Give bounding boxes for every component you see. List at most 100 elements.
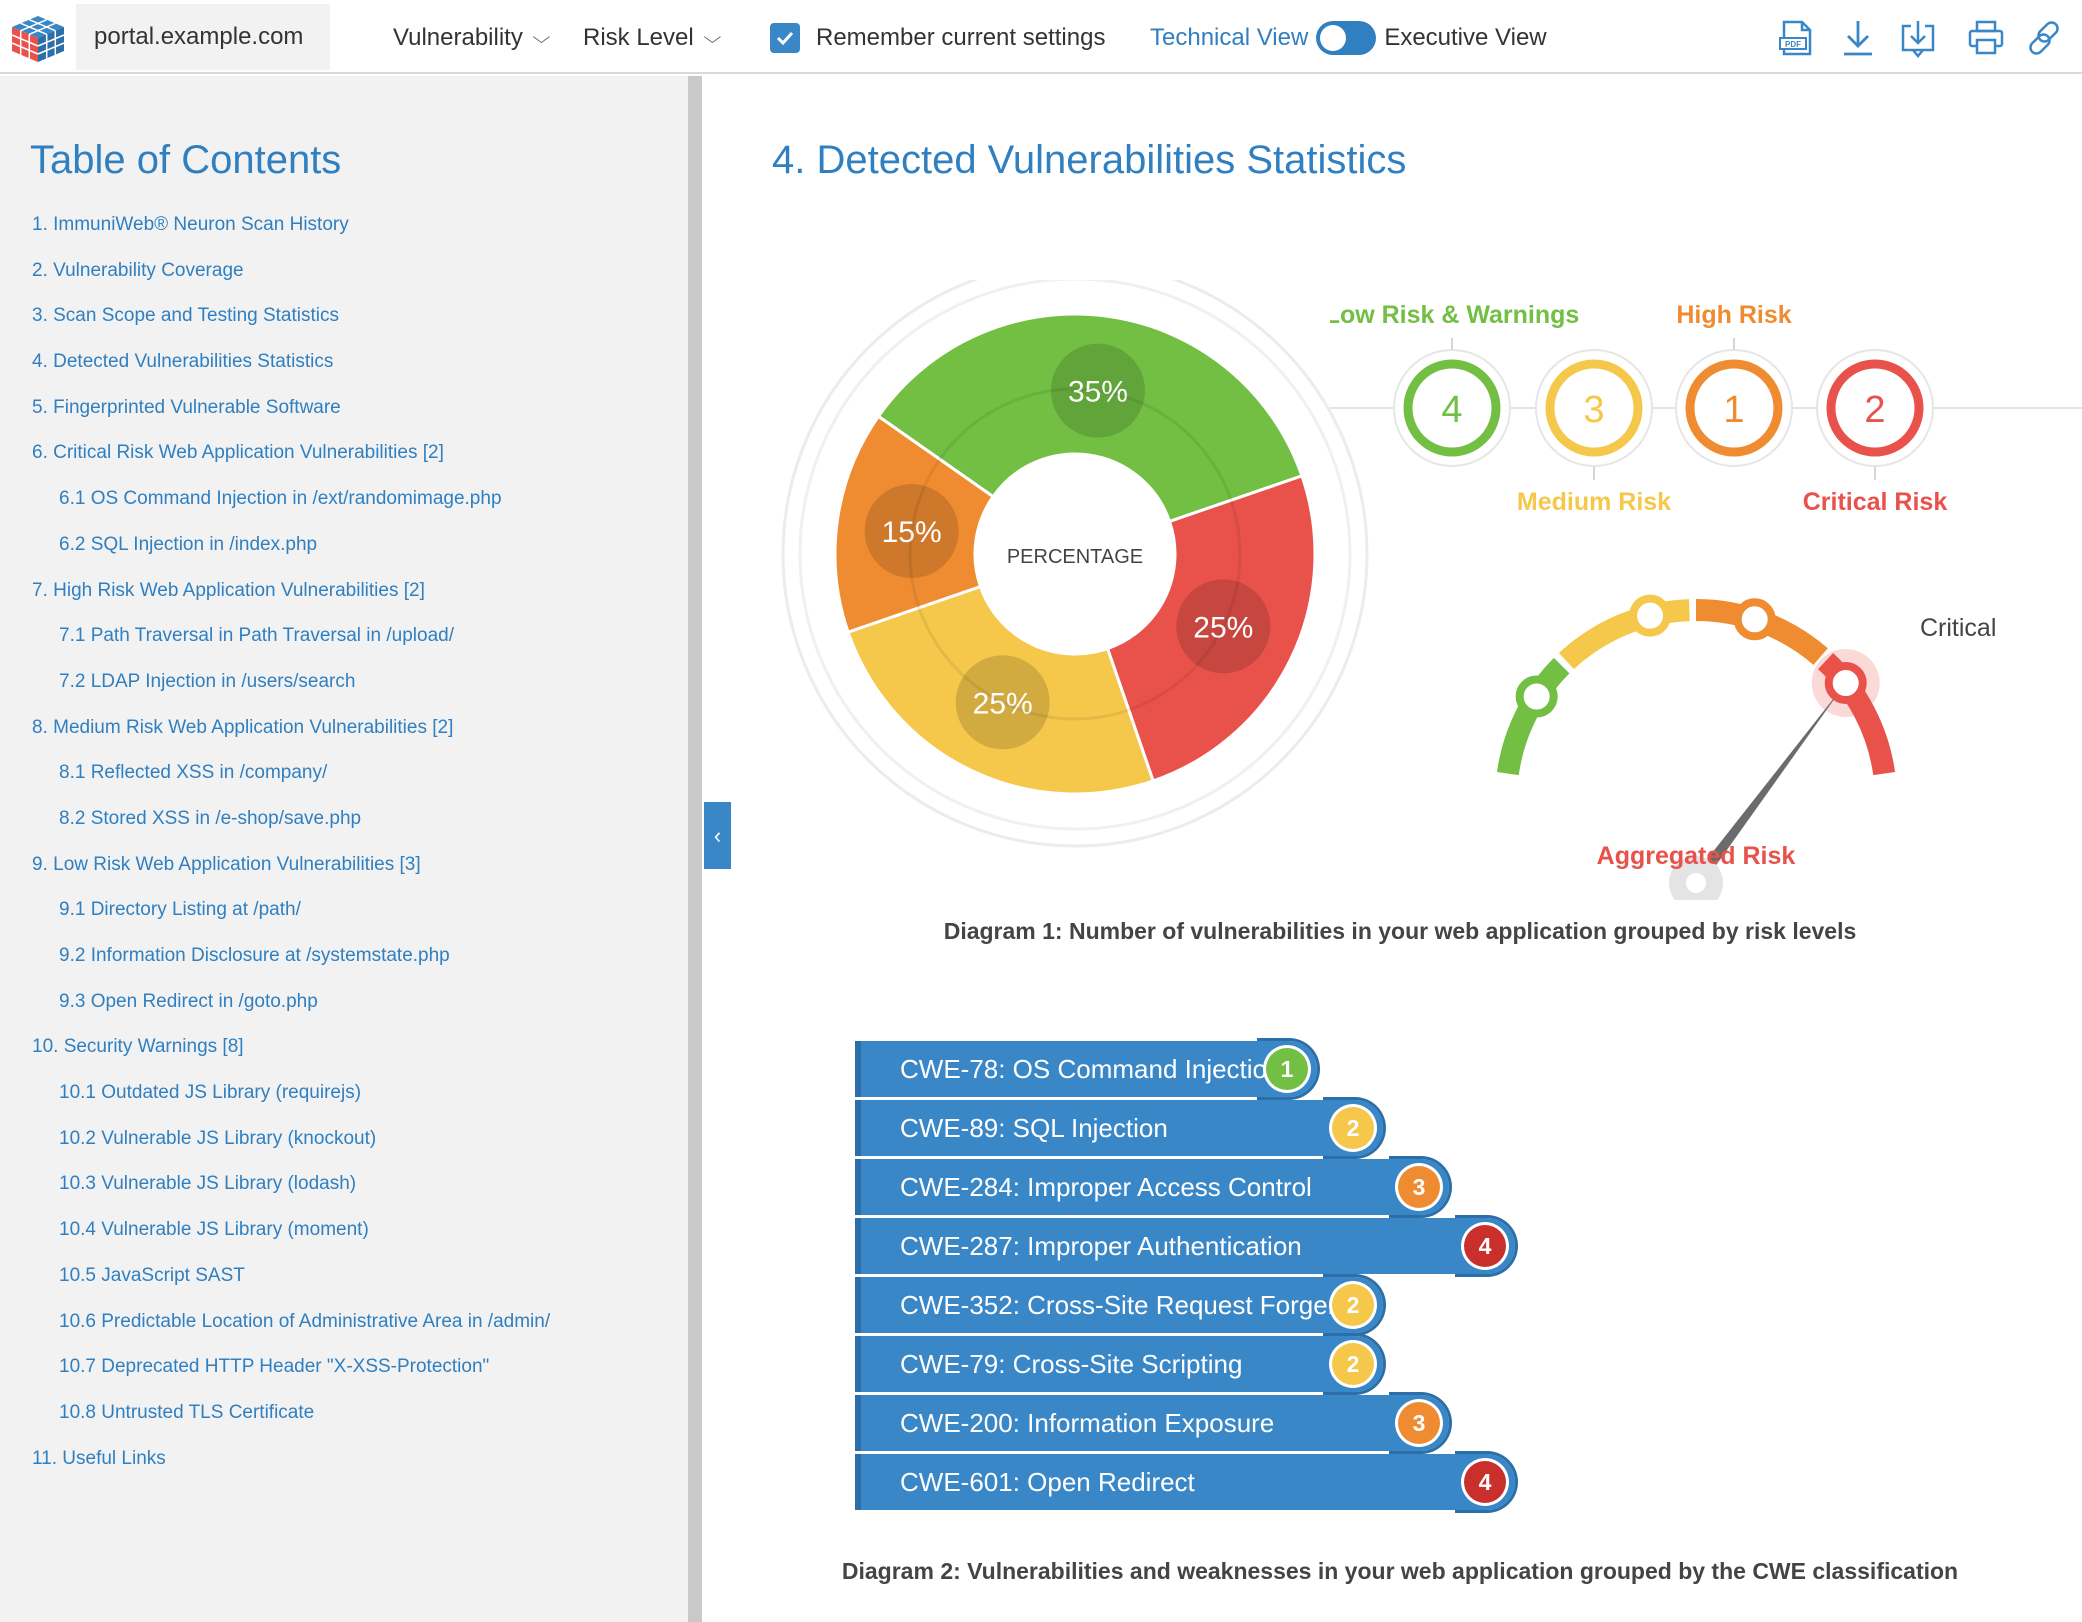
cwe-bar[interactable]: CWE-284: Improper Access Control 3 bbox=[855, 1156, 1452, 1218]
cwe-bar-label: CWE-284: Improper Access Control bbox=[900, 1171, 1312, 1202]
toc-item[interactable]: 6. Critical Risk Web Application Vulnera… bbox=[32, 442, 444, 464]
collapse-sidebar-button[interactable]: ‹ bbox=[704, 802, 731, 869]
toc-item[interactable]: 11. Useful Links bbox=[32, 1447, 166, 1469]
toc-item[interactable]: 9.2 Information Disclosure at /systemsta… bbox=[59, 945, 450, 966]
donut-inner-ring bbox=[908, 387, 1242, 721]
gauge-segment bbox=[1496, 657, 1570, 776]
cwe-count-badge: 2 bbox=[1332, 1107, 1374, 1149]
toc-item[interactable]: 7.1 Path Traversal in Path Traversal in … bbox=[59, 625, 454, 647]
toc-item[interactable]: 5. Fingerprinted Vulnerable Software bbox=[32, 396, 341, 418]
donut-slice-label: 35% bbox=[1068, 376, 1128, 409]
domain-label: portal.example.com bbox=[76, 4, 330, 70]
risk-percentage-donut-chart: 35% 25% 25% 15% PERCENTAGE bbox=[781, 280, 1369, 848]
donut-center-label: PERCENTAGE bbox=[1007, 546, 1143, 568]
cwe-bar-label: CWE-200: Information Exposure bbox=[900, 1407, 1275, 1438]
cwe-bar[interactable]: CWE-352: Cross-Site Request Forgery 2 bbox=[855, 1274, 1386, 1336]
remember-settings-checkbox[interactable]: Remember current settings bbox=[770, 20, 1105, 56]
print-icon[interactable] bbox=[1966, 18, 2006, 58]
cwe-bar-label: CWE-287: Improper Authentication bbox=[900, 1230, 1302, 1261]
chevron-left-icon: ‹ bbox=[713, 822, 722, 848]
cwe-count-badge: 1 bbox=[1266, 1048, 1308, 1090]
pdf-icon[interactable]: PDF bbox=[1776, 18, 1816, 58]
gauge-marker bbox=[1515, 675, 1558, 718]
export-icon[interactable] bbox=[1898, 18, 1938, 58]
toc-item[interactable]: 10.4 Vulnerable JS Library (moment) bbox=[59, 1219, 369, 1241]
toc-item[interactable]: 10. Security Warnings [8] bbox=[32, 1036, 244, 1058]
gauge-marker bbox=[1629, 594, 1672, 637]
toc-item[interactable]: 4. Detected Vulnerabilities Statistics bbox=[32, 351, 334, 373]
toc-item[interactable]: 8.2 Stored XSS in /e-shop/save.php bbox=[59, 807, 362, 829]
donut-slice-label: 25% bbox=[1193, 611, 1253, 644]
table-of-contents-sidebar: Table of Contents 1. ImmuniWeb® Neuron S… bbox=[0, 76, 688, 1622]
toc-item[interactable]: 8.1 Reflected XSS in /company/ bbox=[59, 762, 328, 784]
cwe-bar[interactable]: CWE-601: Open Redirect 4 bbox=[855, 1451, 1518, 1513]
remember-settings-label: Remember current settings bbox=[816, 24, 1106, 51]
cwe-bar-label: CWE-79: Cross-Site Scripting bbox=[900, 1348, 1243, 1379]
cwe-bar[interactable]: CWE-79: Cross-Site Scripting 2 bbox=[855, 1333, 1386, 1395]
gauge-marker-critical bbox=[1824, 662, 1867, 705]
toc-item[interactable]: 10.6 Predictable Location of Administrat… bbox=[59, 1310, 551, 1332]
risk-count-value: 1 bbox=[1723, 389, 1744, 431]
toc-item[interactable]: 6.2 SQL Injection in /index.php bbox=[59, 533, 318, 555]
risk-level-dropdown[interactable]: Risk Level ⌵ bbox=[583, 20, 722, 56]
toc-item[interactable]: 7.2 LDAP Injection in /users/search bbox=[59, 670, 356, 692]
risk-count-low: 4 Low Risk & Warnings bbox=[1330, 301, 1579, 467]
toc-item[interactable]: 10.7 Deprecated HTTP Header "X-XSS-Prote… bbox=[59, 1356, 490, 1378]
cwe-bar-chart: CWE-78: OS Command Injection 1 CWE-89: SQL… bbox=[855, 1038, 1518, 1513]
toc-item[interactable]: 10.5 JavaScript SAST bbox=[59, 1264, 245, 1286]
risk-count-high: 1 High Risk bbox=[1675, 301, 1793, 467]
toc-item[interactable]: 10.1 Outdated JS Library (requirejs) bbox=[59, 1082, 362, 1104]
cwe-bar[interactable]: CWE-78: OS Command Injection 1 bbox=[855, 1038, 1320, 1100]
toggle-knob bbox=[1320, 25, 1347, 51]
gauge-marker bbox=[1733, 598, 1776, 641]
cwe-count-badge: 4 bbox=[1464, 1225, 1506, 1267]
vulnerability-dropdown-label: Vulnerability bbox=[393, 24, 523, 51]
chevron-down-icon: ⌵ bbox=[703, 28, 722, 47]
donut-label-bubble bbox=[955, 655, 1050, 750]
cwe-bar[interactable]: CWE-287: Improper Authentication 4 bbox=[855, 1215, 1518, 1277]
donut-center bbox=[975, 454, 1175, 654]
technical-view-label[interactable]: Technical View bbox=[1150, 24, 1309, 51]
top-toolbar: portal.example.com Vulnerability ⌵ Risk … bbox=[0, 0, 2082, 74]
toc-item[interactable]: 9. Low Risk Web Application Vulnerabilit… bbox=[32, 853, 421, 875]
toc-item[interactable]: 10.2 Vulnerable JS Library (knockout) bbox=[59, 1127, 377, 1149]
toc-item[interactable]: 10.3 Vulnerable JS Library (lodash) bbox=[59, 1173, 357, 1195]
toc-item[interactable]: 9.1 Directory Listing at /path/ bbox=[59, 899, 301, 921]
risk-count-label: Critical Risk bbox=[1803, 488, 1948, 516]
risk-count-medium: 3 Medium Risk bbox=[1517, 349, 1671, 516]
toc-item[interactable]: 10.8 Untrusted TLS Certificate bbox=[59, 1401, 315, 1423]
sidebar-scrollbar[interactable] bbox=[688, 76, 702, 1622]
vulnerability-dropdown[interactable]: Vulnerability ⌵ bbox=[393, 20, 551, 56]
cwe-count-badge: 3 bbox=[1398, 1402, 1440, 1444]
view-toggle[interactable] bbox=[1316, 21, 1377, 55]
executive-view-label[interactable]: Executive View bbox=[1384, 24, 1547, 51]
toc-item[interactable]: 8. Medium Risk Web Application Vulnerabi… bbox=[32, 716, 454, 738]
toc-item[interactable]: 1. ImmuniWeb® Neuron Scan History bbox=[32, 214, 349, 235]
cwe-bar[interactable]: CWE-89: SQL Injection 2 bbox=[855, 1097, 1386, 1159]
risk-level-counts-chart: 4 Low Risk & Warnings 3 Medium Risk 1 High Ri… bbox=[1330, 301, 2082, 900]
toc-item[interactable]: 3. Scan Scope and Testing Statistics bbox=[32, 305, 339, 327]
gauge-pivot-center bbox=[1686, 873, 1706, 893]
toc-item[interactable]: 9.3 Open Redirect in /goto.php bbox=[59, 990, 318, 1012]
cwe-bar-label: CWE-78: OS Command Injection bbox=[900, 1053, 1282, 1084]
donut-labels: 35% 25% 25% 15% bbox=[864, 343, 1271, 750]
logo-icon bbox=[11, 16, 65, 62]
toc-item[interactable]: 7. High Risk Web Application Vulnerabili… bbox=[32, 579, 425, 601]
gauge-needle bbox=[1691, 683, 1846, 887]
download-icon[interactable] bbox=[1838, 18, 1878, 58]
cwe-count-badge: 2 bbox=[1332, 1284, 1374, 1326]
cwe-bar[interactable]: CWE-200: Information Exposure 3 bbox=[855, 1392, 1452, 1454]
risk-count-value: 3 bbox=[1583, 389, 1604, 431]
chevron-down-icon: ⌵ bbox=[532, 28, 551, 47]
donut-label-bubble bbox=[864, 484, 959, 579]
toc-item[interactable]: 2. Vulnerability Coverage bbox=[32, 259, 244, 281]
link-icon[interactable] bbox=[2024, 18, 2064, 58]
view-switch: Technical View Executive View bbox=[1150, 20, 1547, 56]
risk-count-label: High Risk bbox=[1676, 301, 1791, 329]
risk-level-dropdown-label: Risk Level bbox=[583, 24, 694, 51]
toc-item[interactable]: 6.1 OS Command Injection in /ext/randomi… bbox=[59, 488, 502, 510]
risk-count-value: 2 bbox=[1864, 389, 1885, 431]
cwe-count-badge: 3 bbox=[1398, 1166, 1440, 1208]
cwe-bar-label: CWE-352: Cross-Site Request Forgery bbox=[900, 1289, 1350, 1320]
